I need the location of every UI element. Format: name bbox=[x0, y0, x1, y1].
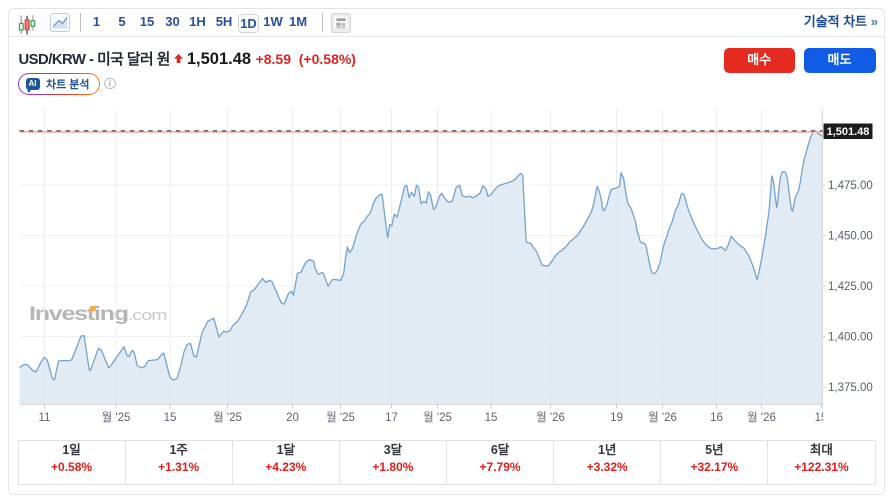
svg-text:월 '25: 월 '25 bbox=[213, 411, 242, 424]
svg-text:1,375.00: 1,375.00 bbox=[828, 382, 873, 394]
svg-text:월 '25: 월 '25 bbox=[326, 411, 355, 424]
svg-text:20: 20 bbox=[286, 412, 299, 424]
svg-text:1,501.48: 1,501.48 bbox=[826, 126, 869, 138]
svg-text:11: 11 bbox=[38, 412, 50, 424]
svg-text:15: 15 bbox=[814, 412, 827, 424]
svg-text:월 '26: 월 '26 bbox=[536, 411, 565, 424]
svg-text:월 '25: 월 '25 bbox=[101, 411, 130, 424]
svg-text:1,475.00: 1,475.00 bbox=[828, 180, 873, 192]
svg-text:19: 19 bbox=[610, 412, 623, 424]
svg-text:월 '26: 월 '26 bbox=[648, 411, 677, 424]
svg-text:16: 16 bbox=[710, 412, 723, 424]
svg-text:1,450.00: 1,450.00 bbox=[828, 231, 873, 243]
svg-text:1,425.00: 1,425.00 bbox=[828, 281, 873, 293]
svg-text:1,400.00: 1,400.00 bbox=[828, 332, 873, 344]
svg-text:17: 17 bbox=[385, 412, 398, 424]
svg-text:월 '25: 월 '25 bbox=[423, 411, 452, 424]
svg-text:15: 15 bbox=[484, 412, 497, 424]
svg-text:월 '26: 월 '26 bbox=[747, 411, 776, 424]
svg-text:15: 15 bbox=[163, 412, 176, 424]
